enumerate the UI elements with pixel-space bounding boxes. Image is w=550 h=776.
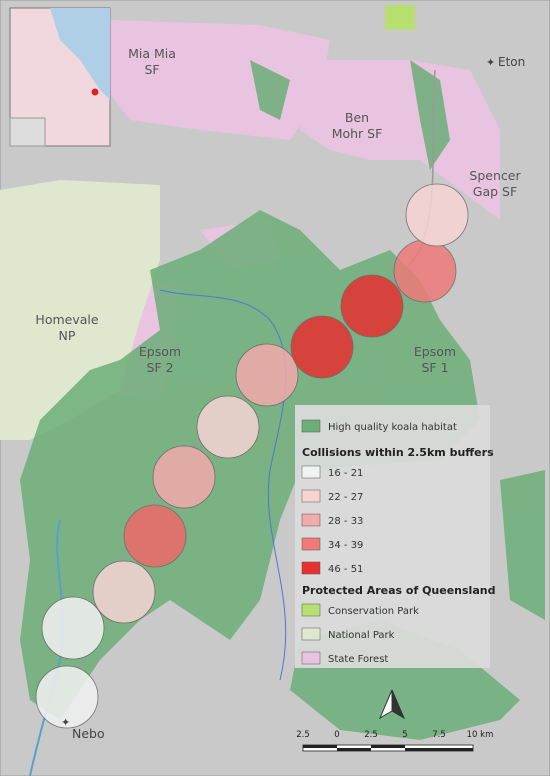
north-arrow	[378, 689, 406, 720]
scale-label: 7.5	[432, 730, 446, 740]
legend-title: Protected Areas of Queensland	[302, 584, 495, 597]
legend-label: State Forest	[328, 654, 388, 665]
scale-label: 2.5	[364, 730, 378, 740]
town-marker: ✦	[486, 56, 495, 69]
place-label: Mia Mia SF	[128, 46, 176, 77]
collision-buffers	[35, 183, 469, 729]
legend-label: 16 - 21	[328, 468, 363, 479]
place-label: Nebo	[72, 726, 105, 741]
legend-label: 46 - 51	[328, 564, 363, 575]
legend-label: Conservation Park	[328, 606, 419, 617]
place-label: Ben Mohr SF	[332, 110, 383, 141]
scale-label: 0	[334, 730, 339, 740]
creek	[159, 289, 287, 681]
legend-label: National Park	[328, 630, 395, 641]
place-label: Epsom SF 2	[139, 344, 181, 375]
legend: High quality koala habitat Collisions wi…	[295, 405, 495, 668]
legend-label: 22 - 27	[328, 492, 363, 503]
river	[29, 519, 64, 776]
conservation-park	[385, 5, 415, 30]
town-marker: ✦	[61, 716, 70, 729]
place-label: Homevale NP	[35, 312, 98, 343]
place-label: Epsom SF 1	[414, 344, 456, 375]
legend-title: Collisions within 2.5km buffers	[302, 446, 494, 459]
scale-bar: 2.5 0 2.5 5 7.5 10 km	[296, 730, 494, 752]
inset-map	[9, 7, 111, 147]
place-label: Spencer Gap SF	[469, 168, 521, 199]
scale-label: 10 km	[467, 730, 494, 740]
place-label: Eton	[498, 55, 525, 69]
scale-label: 5	[402, 730, 407, 740]
legend-label: 28 - 33	[328, 516, 363, 527]
legend-label: 34 - 39	[328, 540, 363, 551]
scale-label: 2.5	[296, 730, 310, 740]
legend-label: High quality koala habitat	[328, 422, 457, 433]
